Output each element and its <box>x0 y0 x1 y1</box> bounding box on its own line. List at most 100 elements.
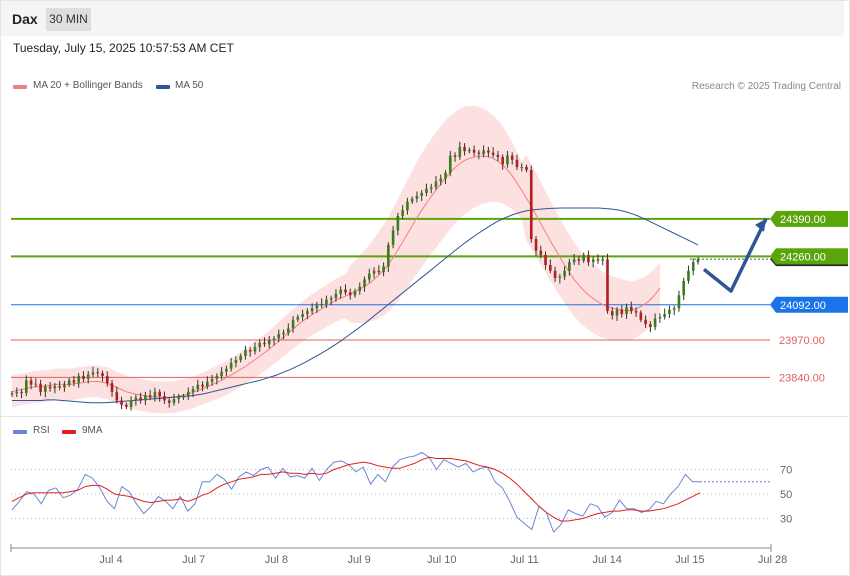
ma9-legend-swatch <box>62 430 76 434</box>
candle-body <box>86 374 90 379</box>
candle-body <box>696 259 700 263</box>
candle-body <box>572 259 576 263</box>
candle-body <box>587 254 590 263</box>
level-tag-bg <box>770 296 848 313</box>
candle-body <box>10 393 14 395</box>
candle-body <box>148 395 152 398</box>
candle-body <box>267 339 271 345</box>
timestamp: Tuesday, July 15, 2025 10:57:53 AM CET <box>13 41 234 55</box>
candle-body <box>458 146 462 157</box>
candle-body <box>110 383 114 392</box>
candle-body <box>201 384 204 387</box>
candle-body <box>129 400 133 407</box>
candle-body <box>406 201 409 211</box>
candle-body <box>539 250 543 255</box>
candle-body <box>320 303 323 306</box>
candle-body <box>448 155 452 173</box>
candle-body <box>153 391 157 398</box>
candle-body <box>382 266 385 273</box>
candle-body <box>215 375 219 379</box>
candle-body <box>182 396 185 398</box>
candle-body <box>601 259 605 261</box>
candle-body <box>439 178 443 182</box>
candle-body <box>591 259 595 263</box>
candle-body <box>491 152 495 155</box>
candle-body <box>272 338 276 340</box>
candle-body <box>477 152 481 155</box>
candle-body <box>72 380 76 383</box>
candle-body <box>634 311 638 313</box>
candle-body <box>44 386 47 392</box>
candle-body <box>434 181 438 188</box>
candle-body <box>63 384 66 388</box>
candle-body <box>334 293 338 299</box>
candle-body <box>582 254 585 261</box>
candle-body <box>625 306 628 315</box>
candle-body <box>568 262 571 271</box>
level-label-23840.00: 23840.00 <box>779 372 825 384</box>
candle-body <box>496 154 500 157</box>
candle-body <box>15 391 19 394</box>
candle-body <box>553 270 557 278</box>
rsi-ma9-line <box>11 456 701 522</box>
candle-body <box>282 332 285 335</box>
candle-body <box>534 239 538 251</box>
candle-body <box>677 295 681 309</box>
x-tick-label: Jul 9 <box>347 554 370 566</box>
candle-body <box>134 397 138 401</box>
candle-body <box>501 156 504 165</box>
candle-body <box>472 149 476 153</box>
candle-body <box>229 363 233 369</box>
candle-body <box>101 373 104 376</box>
candle-body <box>248 350 252 352</box>
rsi-tick-70: 70 <box>780 465 792 477</box>
candle-body <box>310 308 314 312</box>
candle-body <box>596 259 600 261</box>
candle-body <box>258 342 262 348</box>
candle-body <box>668 309 671 315</box>
level-tag-bg-front <box>770 248 848 265</box>
candle-body <box>525 167 528 170</box>
candle-body <box>396 216 400 231</box>
candle-body <box>67 380 71 385</box>
candle-body <box>429 187 433 189</box>
candle-body <box>549 265 552 271</box>
candle-body <box>506 155 509 165</box>
candle-body <box>20 391 23 393</box>
candle-body <box>367 273 371 280</box>
level-tag-bg <box>770 210 848 227</box>
ma50-line <box>12 207 699 404</box>
x-tick-label: Jul 15 <box>675 554 704 566</box>
ma50-legend-label: MA 50 <box>175 80 204 91</box>
candle-body <box>139 397 142 401</box>
candle-body <box>682 280 686 296</box>
candle-body <box>234 360 238 364</box>
timeframe-button[interactable]: 30 MIN <box>46 8 91 31</box>
candle-body <box>172 399 176 403</box>
x-tick-label: Jul 7 <box>182 554 205 566</box>
rsi-tick-50: 50 <box>780 489 792 501</box>
candle-body <box>653 318 657 327</box>
forecast-arrowhead <box>755 218 766 232</box>
candle-body <box>482 150 485 155</box>
x-tick-label: Jul 4 <box>99 554 122 566</box>
candle-body <box>39 383 42 392</box>
candle-body <box>263 342 266 345</box>
candle-body <box>463 146 466 152</box>
candle-body <box>177 397 181 400</box>
candle-body <box>468 149 471 152</box>
instrument-title: Dax <box>12 11 38 27</box>
ma20-legend-label: MA 20 + Bollinger Bands <box>33 80 143 91</box>
candle-body <box>58 386 61 388</box>
candle-body <box>672 308 676 310</box>
candle-body <box>125 404 128 407</box>
candle-body <box>691 262 695 271</box>
candle-body <box>167 400 171 403</box>
candle-body <box>96 372 100 374</box>
copyright-notice: Research © 2025 Trading Central <box>691 81 841 92</box>
candle-body <box>620 309 624 315</box>
candle-body <box>515 159 519 168</box>
candle-body <box>115 391 119 401</box>
candle-body <box>344 289 347 293</box>
candle-body <box>487 150 490 153</box>
